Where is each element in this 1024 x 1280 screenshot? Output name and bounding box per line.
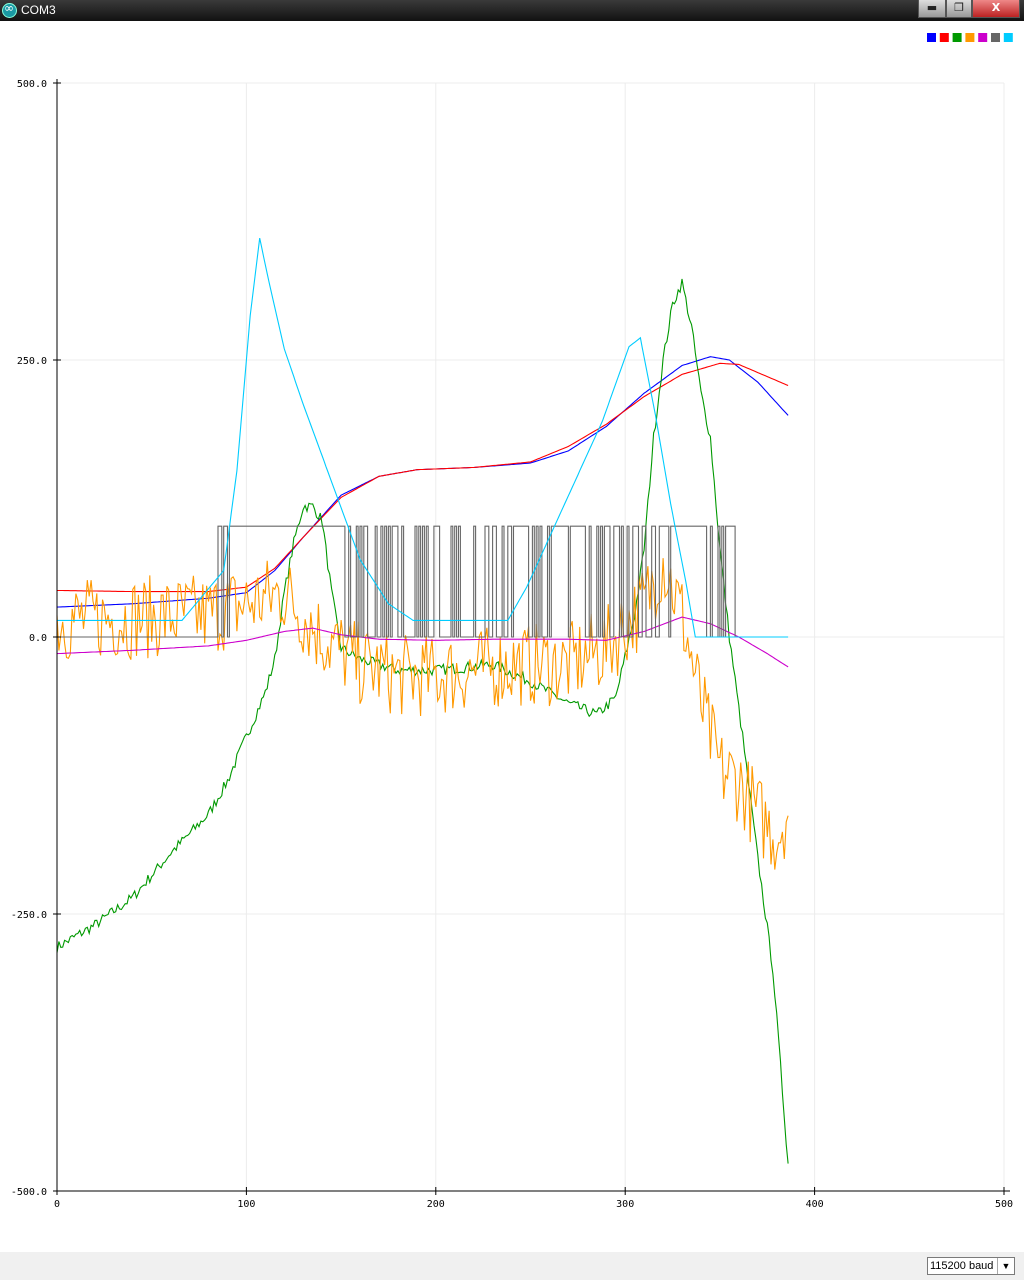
maximize-button[interactable]: ❐ [946, 0, 972, 18]
y-tick-label: -250.0 [11, 910, 47, 921]
legend-swatch-6 [991, 33, 1000, 42]
baud-rate-select[interactable]: 115200 baud ▼ [927, 1257, 1015, 1275]
chevron-down-icon[interactable]: ▼ [997, 1258, 1014, 1274]
status-bar [0, 1252, 1024, 1280]
y-tick-label: -500.0 [11, 1187, 47, 1198]
x-tick-label: 200 [427, 1199, 445, 1210]
series-line-4 [56, 558, 789, 870]
y-tick-label: 500.0 [17, 79, 47, 90]
baud-rate-value: 115200 baud [930, 1260, 994, 1272]
x-tick-label: 500 [995, 1199, 1013, 1210]
minimize-button[interactable]: ▬ [918, 0, 946, 18]
series-line-6 [57, 525, 777, 638]
y-tick-label: 250.0 [17, 356, 47, 367]
chart-legend [927, 33, 1013, 42]
chart-axes: 500.0 250.0 0.0 -250.0 -500.0 0 100 200 300 400 50… [11, 79, 1013, 1210]
x-tick-label: 0 [54, 1199, 60, 1210]
series-line-2 [57, 362, 789, 593]
legend-swatch-7 [1003, 33, 1013, 42]
chart-grid [57, 82, 1005, 1191]
arduino-icon [2, 1, 17, 18]
chart-series [56, 237, 789, 1164]
close-button[interactable]: X [972, 0, 1020, 18]
x-tick-label: 300 [616, 1199, 634, 1210]
series-line-5 [56, 616, 789, 668]
series-line-3 [56, 278, 789, 1164]
legend-swatch-3 [952, 33, 962, 42]
legend-swatch-2 [939, 33, 949, 42]
legend-swatch-5 [978, 33, 988, 42]
y-tick-label: 0.0 [29, 633, 47, 644]
x-tick-label: 400 [806, 1199, 824, 1210]
window-title: COM3 [21, 3, 56, 17]
legend-swatch-4 [965, 33, 975, 42]
legend-swatch-1 [927, 33, 936, 42]
x-tick-label: 100 [237, 1199, 255, 1210]
serial-plotter-chart: 500.0 250.0 0.0 -250.0 -500.0 0 100 200 300 400 50… [11, 33, 1013, 1210]
series-line-7 [57, 237, 789, 638]
title-bar: COM3 ▬ ❐ X [0, 0, 1024, 21]
